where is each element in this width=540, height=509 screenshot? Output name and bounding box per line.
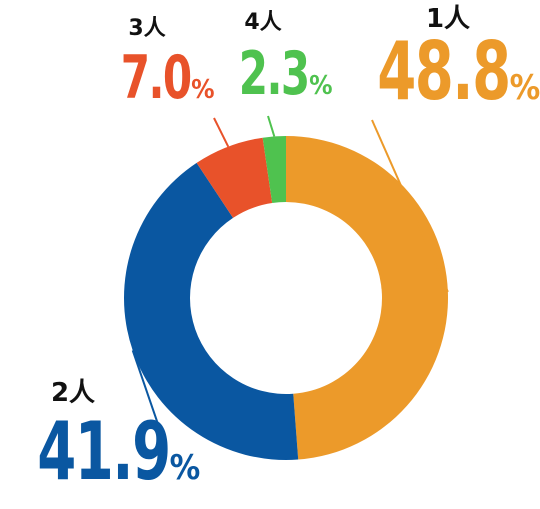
donut-slice-3 — [196, 137, 273, 218]
value-number-1: 48.8 — [377, 25, 511, 118]
value-unit-2: % — [169, 448, 201, 488]
value-label-3: 7.0% — [96, 48, 220, 108]
label-group-4: 4人 — [228, 12, 298, 34]
value-number-3: 7.0 — [121, 43, 192, 113]
leader-line-3 — [213, 117, 230, 148]
value-unit-3: % — [191, 75, 215, 105]
category-label-1: 1人 — [425, 4, 471, 34]
label-group-2: 2人 — [38, 380, 108, 406]
value-number-4: 2.3 — [239, 39, 310, 109]
donut-slice-4 — [262, 136, 286, 204]
leader-line-1 — [371, 119, 449, 293]
category-label-2: 2人 — [50, 378, 96, 408]
category-label-4: 4人 — [244, 10, 282, 35]
category-label-3: 3人 — [128, 16, 166, 41]
leader-line-2 — [131, 350, 161, 431]
label-group-1: 1人 — [356, 6, 540, 32]
value-unit-1: % — [509, 68, 540, 108]
value-label-2: 41.9% — [0, 405, 200, 498]
value-number-2: 41.9 — [37, 405, 171, 498]
leader-line-4 — [267, 115, 276, 137]
value-label-4: 2.3% — [214, 44, 338, 104]
donut-slice-1 — [286, 136, 449, 460]
donut-slice-2 — [123, 162, 299, 461]
value-label-1: 48.8% — [340, 32, 540, 112]
label-group-3: 3人 — [112, 18, 182, 40]
value-unit-4: % — [309, 71, 333, 101]
donut-slices — [123, 136, 449, 461]
leader-lines — [131, 115, 449, 431]
